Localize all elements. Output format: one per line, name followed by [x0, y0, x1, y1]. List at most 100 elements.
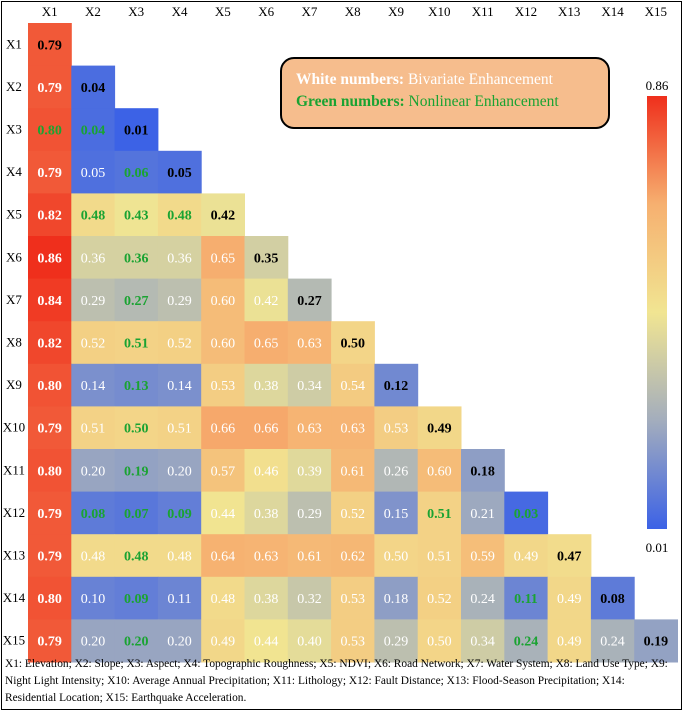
cell-value-x11-x8: 0.61 [341, 464, 366, 479]
column-label-x6: X6 [258, 4, 274, 19]
cell-value-x3-x2: 0.04 [81, 124, 106, 139]
cell-value-x15-x13: 0.49 [557, 635, 582, 650]
heatmap-cell-x12-x7 [287, 491, 332, 535]
cell-value-x11-x6: 0.46 [254, 464, 279, 479]
heatmap-cell-x3-x3 [114, 108, 159, 152]
cell-value-x14-x5: 0.48 [211, 592, 236, 607]
cell-value-x8-x7: 0.63 [297, 337, 322, 352]
heatmap-cell-x15-x10 [417, 619, 462, 663]
color-scale-max-label: 0.86 [646, 78, 669, 93]
cell-value-x14-x8: 0.53 [341, 592, 366, 607]
heatmap-cell-x13-x11 [461, 534, 505, 578]
cell-value-x2-x2: 0.04 [81, 81, 106, 96]
heatmap-cell-x12-x5 [201, 491, 245, 535]
column-label-x8: X8 [345, 4, 361, 19]
heatmap-cell-x11-x1 [28, 449, 72, 493]
heatmap-cell-x13-x6 [244, 534, 289, 578]
cell-value-x15-x12: 0.24 [514, 635, 539, 650]
cell-value-x10-x4: 0.51 [167, 422, 192, 437]
cell-value-x11-x10: 0.60 [427, 464, 452, 479]
heatmap-cell-x12-x1 [28, 491, 72, 535]
heatmap-cell-x2-x2 [71, 65, 116, 109]
cell-value-x6-x1: 0.86 [37, 251, 62, 266]
heatmap-cell-x13-x12 [504, 534, 549, 578]
heatmap-cell-x7-x6 [244, 278, 289, 322]
heatmap-cell-x15-x8 [331, 619, 375, 663]
cell-value-x13-x6: 0.63 [254, 550, 279, 565]
heatmap-cell-x10-x10 [417, 406, 462, 450]
cell-value-x11-x11: 0.18 [470, 464, 495, 479]
color-scale-bar [647, 96, 667, 529]
cell-value-x15-x5: 0.49 [211, 635, 236, 650]
heatmap-cell-x13-x3 [114, 534, 159, 578]
legend-white-key: White numbers: [296, 71, 405, 88]
heatmap-cell-x14-x14 [590, 576, 635, 620]
cell-value-x4-x4: 0.05 [167, 166, 192, 181]
cell-value-x6-x4: 0.36 [167, 251, 192, 266]
heatmap-cell-x10-x8 [331, 406, 375, 450]
heatmap-cell-x6-x5 [201, 236, 245, 280]
cell-value-x9-x1: 0.80 [37, 379, 62, 394]
heatmap-cell-x11-x7 [287, 449, 332, 493]
heatmap-cell-x8-x6 [244, 321, 289, 365]
cell-value-x15-x15: 0.19 [644, 635, 669, 650]
row-label-x6: X6 [6, 249, 22, 264]
cell-value-x12-x7: 0.29 [297, 507, 322, 522]
cell-value-x13-x12: 0.49 [514, 550, 539, 565]
heatmap-cell-x13-x4 [157, 534, 202, 578]
cell-value-x13-x9: 0.50 [384, 550, 409, 565]
heatmap-cell-x15-x2 [71, 619, 116, 663]
cell-value-x13-x11: 0.59 [470, 550, 495, 565]
heatmap-cell-x10-x7 [287, 406, 332, 450]
heatmap-cell-x9-x1 [28, 363, 72, 407]
heatmap-cell-x2-x1 [28, 65, 72, 109]
cell-value-x15-x14: 0.24 [600, 635, 625, 650]
cell-value-x8-x2: 0.52 [81, 337, 106, 352]
cell-value-x4-x3: 0.06 [124, 166, 149, 181]
cell-value-x14-x2: 0.10 [81, 592, 106, 607]
heatmap-cell-x10-x9 [374, 406, 419, 450]
column-label-x1: X1 [42, 4, 58, 19]
cell-value-x10-x8: 0.63 [341, 422, 366, 437]
heatmap-cell-x10-x2 [71, 406, 116, 450]
cell-value-x7-x2: 0.29 [81, 294, 106, 309]
column-label-x7: X7 [302, 4, 318, 19]
cell-value-x5-x2: 0.48 [81, 209, 106, 224]
heatmap-cell-x11-x9 [374, 449, 419, 493]
cell-value-x5-x4: 0.48 [167, 209, 192, 224]
cell-value-x10-x2: 0.51 [81, 422, 106, 437]
row-label-x5: X5 [6, 207, 22, 222]
cell-value-x12-x10: 0.51 [427, 507, 452, 522]
heatmap-cell-x15-x9 [374, 619, 419, 663]
cell-value-x5-x5: 0.42 [211, 209, 236, 224]
cell-value-x2-x1: 0.79 [37, 81, 62, 96]
cell-value-x4-x2: 0.05 [81, 166, 106, 181]
legend-white-line: White numbers: Bivariate Enhancement [296, 69, 594, 91]
variable-caption: X1: Elevation; X2: Slope; X3: Aspect; X4… [5, 658, 668, 704]
cell-value-x15-x6: 0.44 [254, 635, 279, 650]
cell-value-x8-x8: 0.50 [341, 337, 366, 352]
heatmap-cell-x13-x13 [547, 534, 592, 578]
heatmap-cell-x14-x1 [28, 576, 72, 620]
row-label-x3: X3 [6, 122, 22, 137]
heatmap-cell-x15-x4 [157, 619, 202, 663]
heatmap-cell-x10-x5 [201, 406, 245, 450]
cell-value-x14-x3: 0.09 [124, 592, 149, 607]
cell-value-x10-x1: 0.79 [37, 422, 62, 437]
cell-value-x6-x2: 0.36 [81, 251, 106, 266]
cell-value-x9-x3: 0.13 [124, 379, 149, 394]
heatmap-cell-x13-x7 [287, 534, 332, 578]
row-label-x13: X13 [3, 548, 25, 563]
cell-value-x14-x10: 0.52 [427, 592, 452, 607]
heatmap-cell-x13-x10 [417, 534, 462, 578]
legend-green-line: Green numbers: Nonlinear Enhancement [296, 91, 594, 113]
heatmap-cell-x13-x1 [28, 534, 72, 578]
heatmap-cell-x13-x9 [374, 534, 419, 578]
heatmap-cell-x8-x5 [201, 321, 245, 365]
cell-value-x13-x10: 0.51 [427, 550, 452, 565]
legend-green-value: Nonlinear Enhancement [408, 93, 559, 110]
heatmap-cell-x10-x6 [244, 406, 289, 450]
heatmap-cell-x9-x7 [287, 363, 332, 407]
heatmap-cell-x7-x1 [28, 278, 72, 322]
